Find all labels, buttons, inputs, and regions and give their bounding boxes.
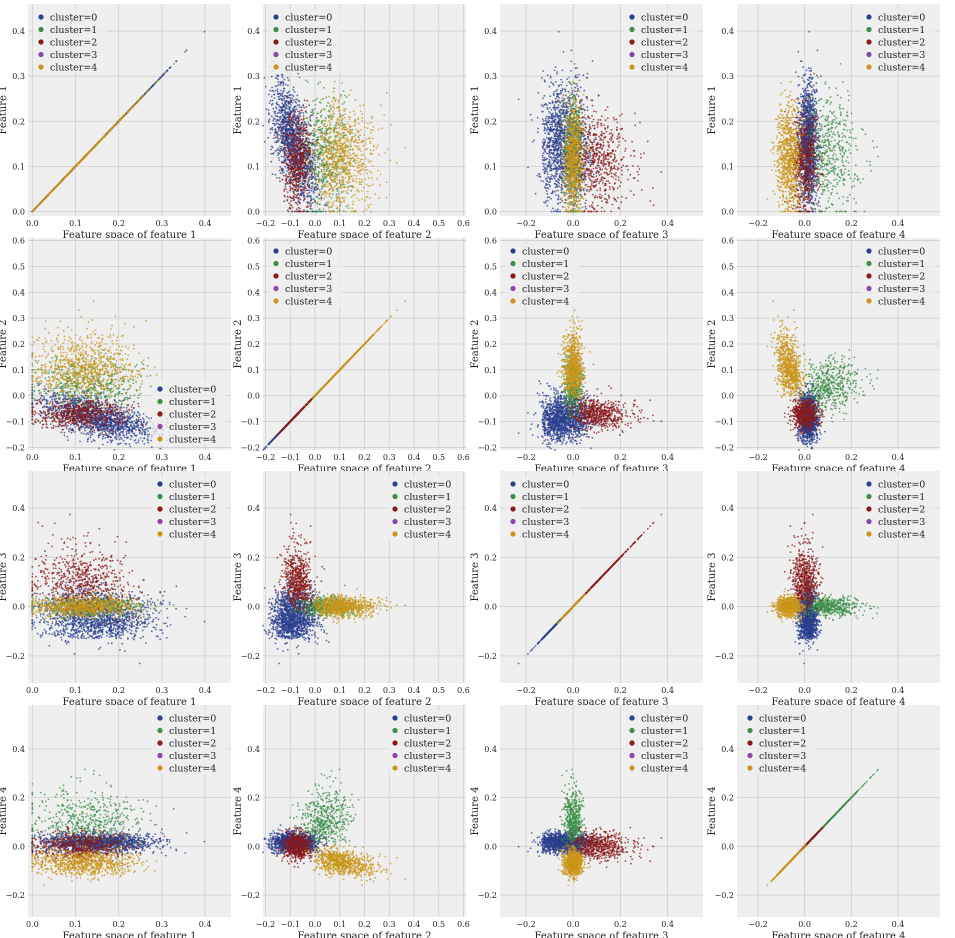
data-point	[176, 60, 178, 62]
x-tick-label: 0.1	[69, 219, 82, 228]
y-tick-label: 0.3	[12, 72, 25, 81]
x-tick-label: 0.2	[112, 219, 125, 228]
data-point	[150, 87, 152, 89]
data-point	[166, 70, 168, 72]
x-tick-label: 0.0	[26, 219, 39, 228]
data-point	[173, 63, 175, 65]
y-tick-label: 0.4	[12, 27, 25, 36]
x-tick-label: 0.4	[199, 219, 212, 228]
y-tick-label: 0.1	[12, 162, 25, 171]
data-point	[186, 49, 188, 51]
data-point	[204, 31, 206, 33]
data-point	[160, 77, 162, 79]
data-point	[184, 51, 186, 53]
y-tick-label: 0.0	[12, 207, 25, 216]
data-point	[169, 67, 171, 69]
x-tick-label: 0.3	[156, 219, 169, 228]
data-point	[164, 73, 166, 75]
data-point	[156, 81, 158, 83]
y-tick-label: 0.2	[12, 117, 25, 126]
